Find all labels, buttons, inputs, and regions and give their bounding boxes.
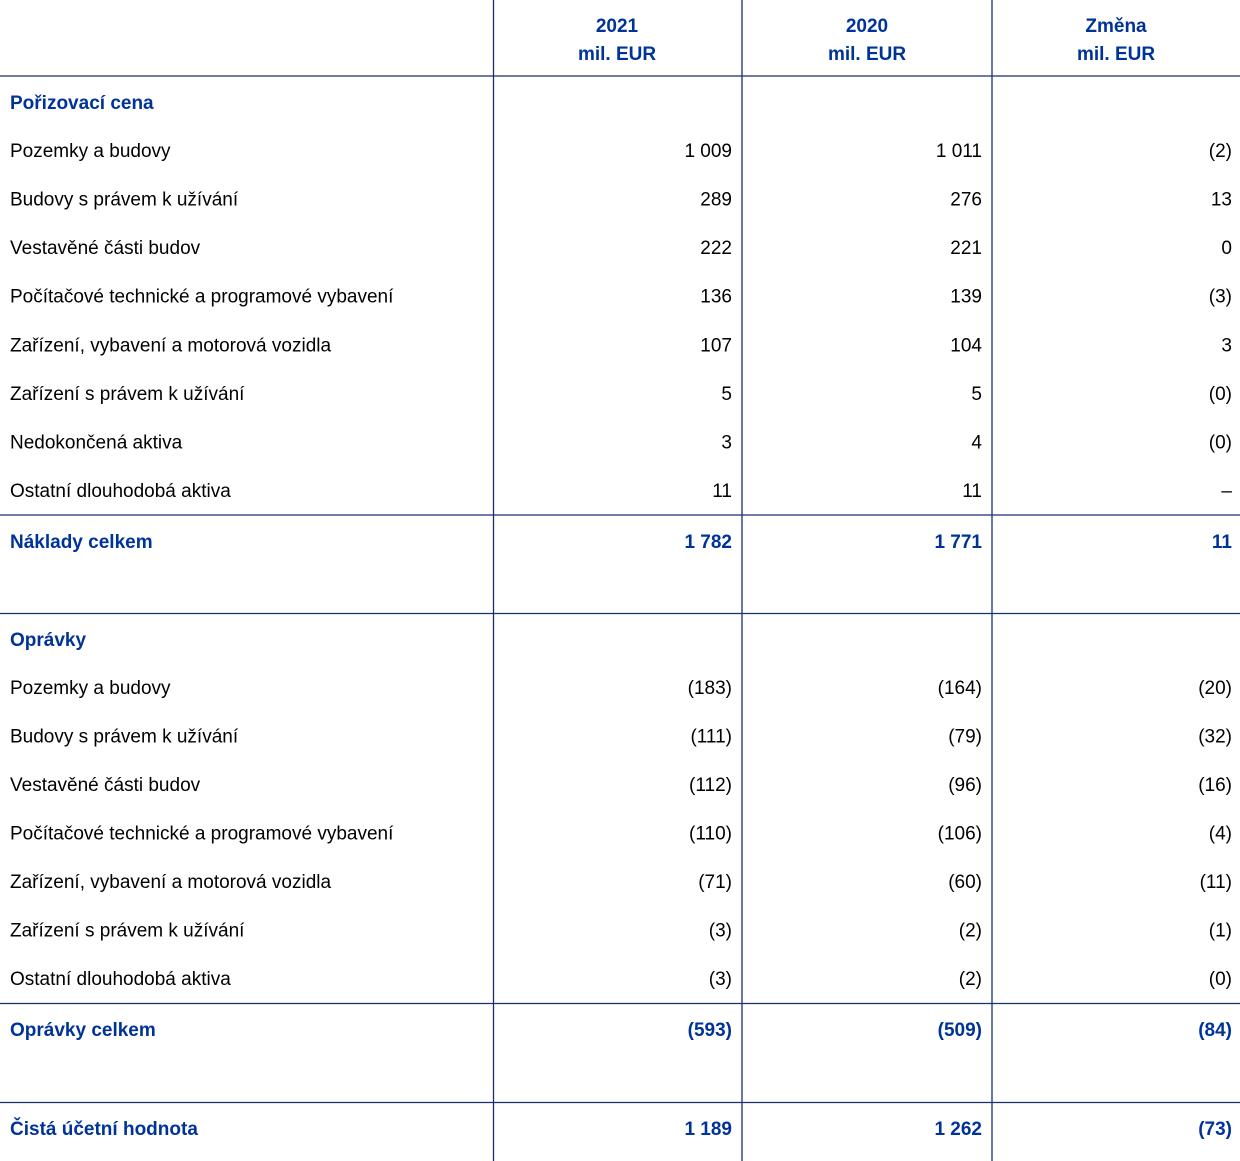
row-value: (3)	[1209, 287, 1232, 308]
row-label: Ostatní dlouhodobá aktiva	[10, 969, 231, 990]
section-title: Oprávky	[10, 630, 86, 651]
row-value: (71)	[698, 872, 732, 893]
row-value: 221	[950, 238, 982, 259]
net-value: 1 189	[684, 1119, 732, 1140]
row-value: 4	[971, 432, 982, 453]
row-value: (106)	[938, 824, 982, 845]
row-value: 1 009	[684, 141, 732, 162]
row-label: Budovy s právem k užívání	[10, 190, 239, 211]
row-label: Zařízení s právem k užívání	[10, 921, 245, 942]
row-label: Zařízení, vybavení a motorová vozidla	[10, 335, 331, 356]
row-value: (2)	[959, 921, 982, 942]
row-label: Pozemky a budovy	[10, 678, 171, 699]
row-value: –	[1221, 481, 1232, 502]
row-value: 107	[700, 335, 732, 356]
total-value: 1 782	[684, 532, 732, 553]
net-value: 1 262	[934, 1119, 982, 1140]
column-year: 2021	[596, 16, 639, 37]
row-label: Vestavěné části budov	[10, 775, 201, 796]
row-value: (112)	[689, 775, 732, 796]
row-value: (79)	[948, 727, 982, 748]
row-value: (111)	[690, 727, 732, 748]
row-value: (1)	[1209, 921, 1232, 942]
row-value: 3	[721, 432, 732, 453]
section-title: Pořizovací cena	[10, 93, 154, 114]
row-value: (0)	[1209, 969, 1232, 990]
column-year: Změna	[1085, 16, 1147, 37]
row-label: Ostatní dlouhodobá aktiva	[10, 481, 231, 502]
row-label: Pozemky a budovy	[10, 141, 171, 162]
row-value: 104	[950, 335, 982, 356]
column-unit: mil. EUR	[828, 44, 906, 65]
row-value: (3)	[709, 969, 732, 990]
column-unit: mil. EUR	[578, 44, 656, 65]
row-label: Počítačové technické a programové vybave…	[10, 824, 394, 845]
column-unit: mil. EUR	[1077, 44, 1155, 65]
row-label: Vestavěné části budov	[10, 238, 201, 259]
total-value: (509)	[938, 1020, 982, 1041]
row-label: Zařízení s právem k užívání	[10, 384, 245, 405]
total-value: 11	[1212, 532, 1233, 553]
row-value: (0)	[1209, 432, 1232, 453]
row-value: (11)	[1200, 872, 1232, 893]
row-value: 276	[950, 190, 982, 211]
row-value: (4)	[1209, 824, 1232, 845]
row-value: (164)	[938, 678, 982, 699]
row-value: 5	[721, 384, 732, 405]
row-value: (2)	[1209, 141, 1232, 162]
row-label: Budovy s právem k užívání	[10, 727, 239, 748]
row-value: 289	[700, 190, 732, 211]
column-year: 2020	[846, 16, 888, 37]
row-value: (60)	[948, 872, 982, 893]
row-label: Zařízení, vybavení a motorová vozidla	[10, 872, 331, 893]
row-value: (2)	[959, 969, 982, 990]
net-label: Čistá účetní hodnota	[10, 1118, 198, 1140]
row-value: (32)	[1198, 727, 1232, 748]
row-value: (183)	[688, 678, 732, 699]
total-label: Náklady celkem	[10, 532, 153, 553]
row-value: (20)	[1198, 678, 1232, 699]
row-value: 136	[700, 287, 732, 308]
row-value: 0	[1221, 238, 1232, 259]
row-value: (110)	[689, 824, 732, 845]
row-label: Nedokončená aktiva	[10, 432, 183, 453]
row-value: 1 011	[936, 141, 982, 162]
total-value: (84)	[1198, 1020, 1232, 1041]
net-value: (73)	[1198, 1119, 1232, 1140]
row-label: Počítačové technické a programové vybave…	[10, 287, 394, 308]
row-value: (3)	[709, 921, 732, 942]
row-value: 5	[971, 384, 982, 405]
total-label: Oprávky celkem	[10, 1020, 156, 1041]
row-value: (16)	[1198, 775, 1232, 796]
row-value: 222	[700, 238, 732, 259]
total-value: 1 771	[934, 532, 982, 553]
row-value: 139	[950, 287, 982, 308]
row-value: 13	[1211, 190, 1232, 211]
total-value: (593)	[688, 1020, 732, 1041]
row-value: (0)	[1209, 384, 1232, 405]
row-value: 11	[962, 481, 982, 502]
row-value: 11	[712, 481, 732, 502]
row-value: 3	[1221, 335, 1232, 356]
row-value: (96)	[948, 775, 982, 796]
